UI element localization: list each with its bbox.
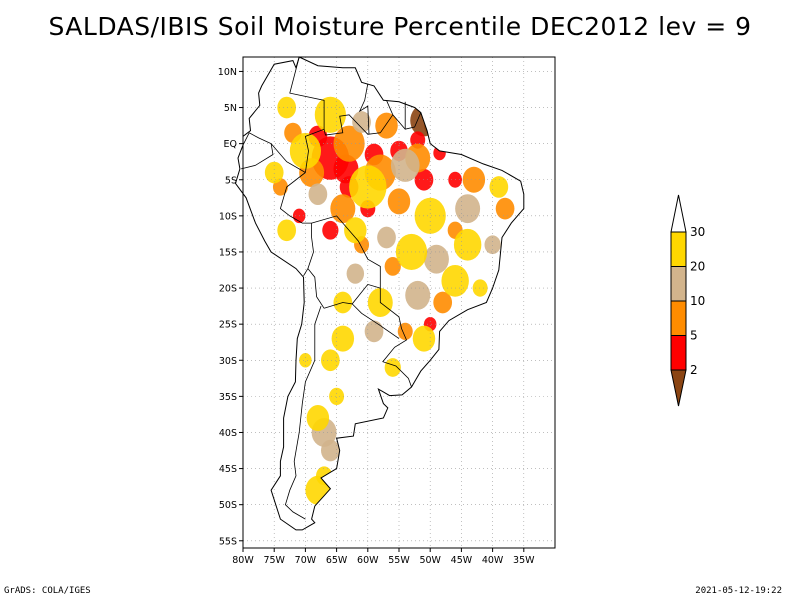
soil-patch-47 — [414, 197, 446, 234]
soil-patch-66 — [472, 279, 488, 297]
legend-swatch-p5-10 — [670, 300, 687, 336]
lon-label-60W: 60W — [357, 555, 379, 566]
soil-patch-48 — [453, 228, 482, 261]
lat-label-10S: 10S — [219, 211, 237, 222]
coastline — [234, 56, 525, 531]
soil-patch-61 — [384, 358, 401, 377]
legend-swatch-gt30 — [670, 194, 687, 233]
soil-patch-34 — [423, 244, 449, 274]
border-9 — [270, 143, 306, 173]
latitude-tick-labels: 10N 5N EQ 5S 10S 15S 20S 25S 30S 35S 40S 45S 50S 55S — [218, 67, 243, 547]
legend-swatch-lt2 — [670, 369, 687, 407]
lat-label-50S: 50S — [219, 500, 237, 511]
lon-label-35W: 35W — [513, 555, 535, 566]
longitude-tick-labels: 80W 75W 70W 65W 60W 55W 50W 45W 40W 35W — [232, 548, 535, 566]
soil-patch-26 — [384, 257, 401, 276]
border-7 — [358, 83, 370, 135]
soil-patch-39 — [352, 111, 371, 133]
soil-patch-52 — [412, 325, 436, 352]
map-title: SALDAS/IBIS Soil Moisture Percentile DEC… — [48, 12, 752, 41]
map-gridlines — [243, 57, 555, 548]
soil-patch-38 — [364, 320, 384, 343]
border-14 — [284, 305, 322, 520]
lat-label-5N: 5N — [224, 103, 237, 114]
grads-credit: GrADS: COLA/IGES — [4, 586, 91, 596]
country-borders — [241, 56, 422, 520]
legend-swatch-p2-5 — [670, 335, 687, 371]
soil-patch-59 — [277, 219, 297, 242]
lat-label-EQ: EQ — [224, 139, 237, 150]
lat-label-5S: 5S — [225, 175, 237, 186]
lon-label-50W: 50W — [419, 555, 441, 566]
border-3 — [382, 328, 412, 388]
soil-patch-37 — [321, 439, 340, 462]
soil-patch-43 — [308, 183, 328, 206]
soil-patch-54 — [321, 349, 340, 372]
lat-label-10N: 10N — [218, 67, 237, 78]
soil-patch-46 — [349, 165, 387, 209]
timestamp: 2021-05-12-19:22 — [695, 586, 782, 596]
legend-label-10: 10 — [690, 294, 705, 308]
soil-patch-60 — [489, 176, 509, 198]
legend-label-2: 2 — [690, 363, 698, 377]
soil-patch-58 — [264, 161, 284, 184]
soil-patch-67 — [329, 387, 345, 406]
soil-patch-53 — [331, 325, 355, 352]
soil-patch-51 — [441, 264, 469, 297]
legend-swatch-p20-30 — [670, 231, 687, 267]
soil-patch-42 — [484, 235, 501, 255]
border-13 — [351, 303, 400, 339]
border-1 — [279, 172, 312, 224]
lon-label-40W: 40W — [482, 555, 504, 566]
lon-label-70W: 70W — [295, 555, 317, 566]
legend-labels: 2 5 10 20 30 — [690, 225, 705, 377]
lat-label-30S: 30S — [219, 356, 237, 367]
border-2 — [311, 215, 402, 329]
soil-patch-22 — [462, 166, 486, 193]
lon-label-45W: 45W — [451, 555, 473, 566]
lat-label-55S: 55S — [219, 536, 237, 547]
soil-patch-45 — [289, 132, 321, 169]
soil-patch-32 — [390, 148, 420, 182]
soil-patch-44 — [314, 96, 346, 133]
soil-moisture-patches — [264, 96, 515, 505]
soil-patch-23 — [495, 197, 515, 220]
lon-label-80W: 80W — [232, 555, 254, 566]
lat-label-25S: 25S — [219, 320, 237, 331]
border-11 — [303, 268, 309, 277]
lon-label-65W: 65W — [326, 555, 348, 566]
soil-patch-41 — [346, 263, 365, 284]
soil-patch-16 — [333, 125, 365, 162]
legend-color-bars — [670, 194, 687, 407]
soil-patch-63 — [277, 96, 297, 119]
lon-label-55W: 55W — [388, 555, 410, 566]
border-4 — [323, 114, 394, 136]
lat-label-15S: 15S — [219, 247, 237, 258]
soil-patch-11 — [322, 220, 339, 240]
lat-label-45S: 45S — [219, 464, 237, 475]
soil-patch-62 — [344, 217, 367, 244]
soil-patch-55 — [306, 405, 330, 432]
soil-patch-40 — [377, 226, 396, 249]
lat-label-40S: 40S — [219, 428, 237, 439]
soil-patch-24 — [433, 291, 453, 314]
lat-label-35S: 35S — [219, 392, 237, 403]
soil-patch-65 — [299, 353, 312, 368]
legend-label-20: 20 — [690, 260, 705, 274]
legend-label-30: 30 — [690, 225, 705, 239]
lon-label-75W: 75W — [263, 555, 285, 566]
legend-swatch-p10-20 — [670, 266, 687, 302]
lat-label-20S: 20S — [219, 284, 237, 295]
legend-label-5: 5 — [690, 329, 698, 343]
